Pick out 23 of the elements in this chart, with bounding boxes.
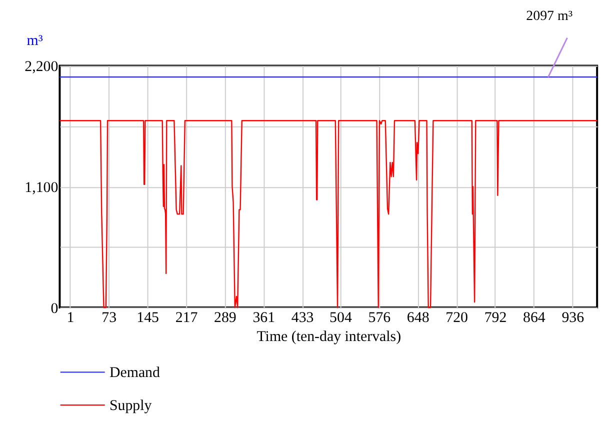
x-tick-label: 1 — [66, 310, 74, 326]
line-series — [59, 120, 598, 308]
x-tick-label: 217 — [175, 310, 198, 326]
legend-label: Supply — [109, 398, 152, 414]
y-axis-title: m³ — [26, 32, 44, 49]
x-tick-label: 576 — [368, 310, 392, 326]
annotation: 2097 m³ — [526, 8, 572, 24]
x-tick-label: 289 — [214, 310, 236, 326]
x-tick-label: 73 — [102, 310, 117, 326]
x-tick-label: 648 — [406, 310, 430, 326]
x-tick-label: 792 — [484, 310, 507, 326]
y-tick-label: 1,100 — [24, 180, 58, 196]
x-tick-label: 504 — [330, 310, 352, 326]
x-tick-label: 361 — [252, 310, 276, 326]
y-tick-label: 2,200 — [24, 59, 58, 76]
y-tick-label: 0 — [50, 300, 58, 317]
x-tick-label: 936 — [562, 310, 585, 326]
x-tick-label: 864 — [523, 310, 546, 326]
x-tick-label: 145 — [136, 310, 159, 326]
x-tick-label: 720 — [446, 310, 468, 326]
legend-label: Demand — [109, 365, 161, 382]
x-tick-label: 433 — [291, 310, 314, 326]
x-axis-title: Time (ten-day intervals) — [256, 328, 402, 345]
